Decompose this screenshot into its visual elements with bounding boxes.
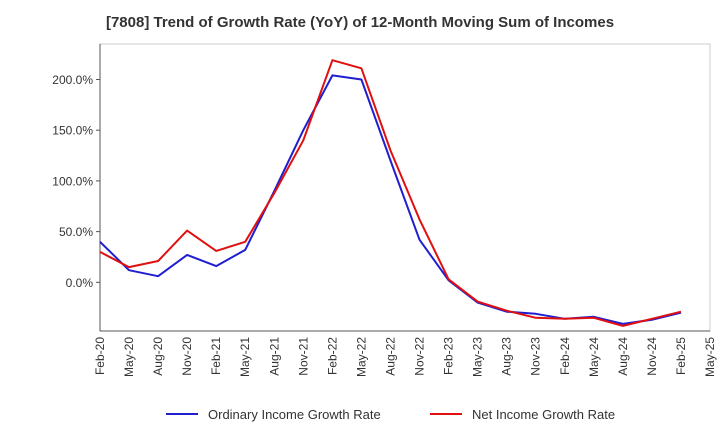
legend-item: Ordinary Income Growth Rate bbox=[166, 402, 381, 426]
x-tick-label: May-22 bbox=[354, 337, 368, 377]
series-lines bbox=[99, 59, 682, 327]
chart-title: [7808] Trend of Growth Rate (YoY) of 12-… bbox=[105, 14, 615, 31]
x-tick-label: Feb-25 bbox=[674, 337, 688, 375]
legend-label: Ordinary Income Growth Rate bbox=[208, 406, 381, 422]
legend: Ordinary Income Growth Rate Net Income Gr… bbox=[0, 402, 720, 426]
x-tick-label: Aug-24 bbox=[616, 337, 630, 376]
x-tick-label: May-23 bbox=[471, 337, 485, 377]
x-tick-label: May-21 bbox=[238, 337, 252, 377]
x-tick-label: Aug-22 bbox=[383, 337, 397, 376]
x-tick-label: Nov-20 bbox=[180, 337, 194, 376]
x-tick-label: Aug-20 bbox=[151, 337, 165, 376]
x-tick-label: Feb-21 bbox=[209, 337, 223, 375]
x-tick-label: Feb-22 bbox=[325, 337, 339, 375]
x-tick-label: Feb-20 bbox=[93, 337, 107, 375]
x-tick-label: Feb-24 bbox=[558, 337, 572, 375]
x-tick-label: Nov-23 bbox=[529, 337, 543, 376]
legend-label: Net Income Growth Rate bbox=[472, 406, 616, 422]
legend-item: Net Income Growth Rate bbox=[430, 402, 615, 426]
legend-swatch bbox=[430, 413, 462, 415]
x-tick-labels: Feb-20 May-20 Aug-20 Nov-20 Feb-21 May-21 Aug-… bbox=[93, 337, 717, 377]
x-tick-label: Nov-21 bbox=[296, 337, 310, 376]
y-tick-label: 50.0% bbox=[59, 225, 93, 239]
x-tick-label: May-20 bbox=[122, 337, 136, 377]
axes bbox=[96, 43, 711, 332]
x-tick-label: May-25 bbox=[703, 337, 717, 377]
x-tick-label: Nov-24 bbox=[645, 337, 659, 376]
x-tick-label: May-24 bbox=[587, 337, 601, 377]
y-tick-label: 100.0% bbox=[52, 174, 93, 188]
y-tick-labels: 0.0% 50.0% 100.0% 150.0% 200.0% bbox=[52, 73, 93, 290]
series-line-1 bbox=[99, 59, 682, 327]
y-tick-label: 200.0% bbox=[52, 73, 93, 87]
legend-swatch bbox=[166, 413, 198, 415]
y-tick-label: 150.0% bbox=[52, 124, 93, 138]
y-tick-label: 0.0% bbox=[66, 276, 94, 290]
x-tick-label: Aug-21 bbox=[267, 337, 281, 376]
x-tick-label: Feb-23 bbox=[442, 337, 456, 375]
x-tick-label: Nov-22 bbox=[413, 337, 427, 376]
x-tick-label: Aug-23 bbox=[500, 337, 514, 376]
